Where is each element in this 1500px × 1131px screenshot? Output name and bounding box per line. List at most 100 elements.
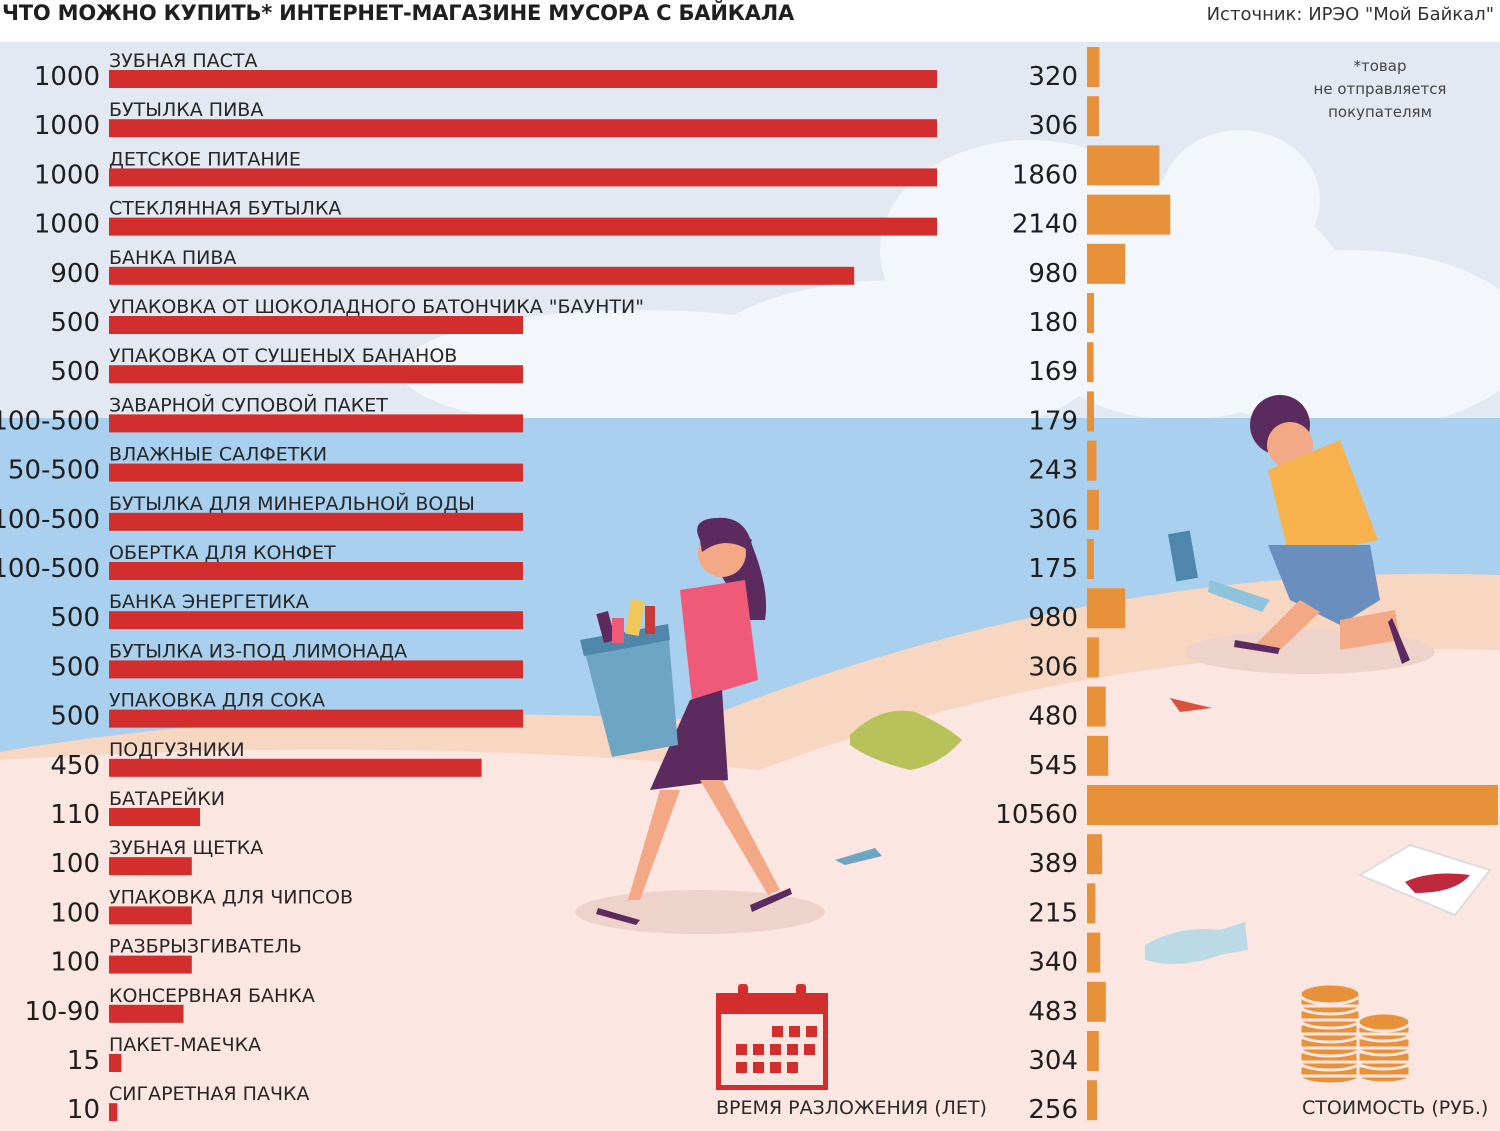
years-value-label: 10 xyxy=(67,1095,100,1125)
cost-value-label: 320 xyxy=(1028,62,1078,92)
footnote-line: не отправляется xyxy=(1313,80,1447,98)
years-axis-title: ВРЕМЯ РАЗЛОЖЕНИЯ (ЛЕТ) xyxy=(716,1097,987,1119)
cost-bar xyxy=(1087,489,1099,530)
footnote-line: покупателям xyxy=(1328,103,1432,121)
source-note: Источник: ИРЭО "Мой Байкал" xyxy=(1206,4,1494,25)
cost-bar xyxy=(1087,1080,1097,1121)
years-value-label: 900 xyxy=(50,259,100,289)
cost-value-label: 483 xyxy=(1028,997,1078,1027)
cost-bar xyxy=(1087,932,1101,973)
years-bar xyxy=(109,758,482,777)
cost-bar xyxy=(1087,47,1100,87)
category-label: УПАКОВКА ОТ ШОКОЛАДНОГО БАТОНЧИКА "БАУНТ… xyxy=(109,296,644,318)
years-bar xyxy=(109,266,855,285)
cost-bar xyxy=(1087,96,1099,137)
page-title: ЧТО МОЖНО КУПИТЬ* ИНТЕРНЕТ-МАГАЗИНЕ МУСО… xyxy=(2,1,795,25)
years-bar xyxy=(109,906,192,925)
category-label: ПОДГУЗНИКИ xyxy=(109,739,245,761)
cost-value-label: 1860 xyxy=(1012,160,1078,190)
years-value-label: 110 xyxy=(50,800,100,830)
years-bar xyxy=(109,611,523,630)
years-bar xyxy=(109,1103,118,1122)
cost-value-label: 304 xyxy=(1028,1046,1078,1076)
cost-bar xyxy=(1087,637,1099,678)
cost-value-label: 545 xyxy=(1028,751,1078,781)
clouds xyxy=(400,130,1500,440)
category-label: ДЕТСКОЕ ПИТАНИЕ xyxy=(109,148,301,170)
cost-value-label: 256 xyxy=(1028,1095,1078,1125)
cost-value-label: 243 xyxy=(1028,456,1078,486)
years-value-label: 100-500 xyxy=(0,505,100,535)
years-bar xyxy=(109,463,523,482)
years-bar xyxy=(109,808,201,826)
cost-value-label: 215 xyxy=(1028,898,1078,928)
years-value-label: 450 xyxy=(50,751,100,781)
category-label: ЗАВАРНОЙ СУПОВОЙ ПАКЕТ xyxy=(109,393,388,416)
years-value-label: 500 xyxy=(50,357,100,387)
years-value-label: 500 xyxy=(50,702,100,732)
cost-value-label: 180 xyxy=(1028,308,1078,338)
category-label: СИГАРЕТНАЯ ПАЧКА xyxy=(109,1083,309,1105)
cost-bar xyxy=(1087,686,1106,727)
cost-bar xyxy=(1087,440,1097,481)
years-value-label: 100 xyxy=(50,948,100,978)
years-bar xyxy=(109,365,523,384)
years-value-label: 1000 xyxy=(34,62,100,92)
years-bar xyxy=(109,119,937,138)
years-bar xyxy=(109,168,937,187)
cost-bar xyxy=(1087,1031,1099,1071)
years-bar xyxy=(109,1054,122,1072)
cost-value-label: 175 xyxy=(1028,554,1078,584)
cost-bar xyxy=(1087,539,1094,579)
years-value-label: 10-90 xyxy=(24,997,100,1027)
category-label: УПАКОВКА ДЛЯ СОКА xyxy=(109,690,325,712)
cost-bar xyxy=(1087,981,1106,1022)
litter-pen-icon xyxy=(835,848,882,865)
cost-value-label: 2140 xyxy=(1012,210,1078,240)
cost-bar xyxy=(1087,194,1171,235)
man-cleaning-icon xyxy=(1167,395,1410,664)
woman-with-bucket-icon xyxy=(580,517,792,925)
years-value-label: 50-500 xyxy=(8,456,100,486)
coins-icon xyxy=(1298,982,1412,1086)
years-value-label: 100 xyxy=(50,849,100,879)
cost-value-label: 480 xyxy=(1028,702,1078,732)
years-value-label: 100-500 xyxy=(0,554,100,584)
cost-bar xyxy=(1087,243,1126,284)
category-label: СТЕКЛЯННАЯ БУТЫЛКА xyxy=(109,198,341,220)
cost-bar xyxy=(1087,342,1094,383)
cost-bar xyxy=(1087,834,1103,875)
category-label: ОБЕРТКА ДЛЯ КОНФЕТ xyxy=(109,542,336,564)
years-value-label: 500 xyxy=(50,603,100,633)
litter-shard-icon xyxy=(1170,698,1212,712)
cost-value-label: 10560 xyxy=(995,800,1078,830)
category-label: РАЗБРЫЗГИВАТЕЛЬ xyxy=(109,936,302,958)
years-bar xyxy=(109,660,523,679)
litter-bottle-icon xyxy=(1145,922,1248,964)
years-value-label: 500 xyxy=(50,652,100,682)
category-label: БУТЫЛКА ПИВА xyxy=(109,99,263,121)
cost-value-label: 179 xyxy=(1028,406,1078,436)
category-label: БУТЫЛКА ИЗ-ПОД ЛИМОНАДА xyxy=(109,640,407,662)
cost-value-label: 340 xyxy=(1028,948,1078,978)
years-value-label: 500 xyxy=(50,308,100,338)
cost-bar xyxy=(1087,145,1160,186)
category-label: КОНСЕРВНАЯ БАНКА xyxy=(109,985,315,1007)
cost-value-label: 169 xyxy=(1028,357,1078,387)
header: ЧТО МОЖНО КУПИТЬ* ИНТЕРНЕТ-МАГАЗИНЕ МУСО… xyxy=(0,0,1500,42)
cost-axis-title: СТОИМОСТЬ (РУБ.) xyxy=(1302,1097,1489,1119)
cost-bar xyxy=(1087,735,1109,776)
years-bar xyxy=(109,217,937,236)
cost-value-label: 980 xyxy=(1028,603,1078,633)
years-bar xyxy=(109,512,523,531)
cost-value-label: 980 xyxy=(1028,259,1078,289)
category-label: БАТАРЕЙКИ xyxy=(109,787,225,810)
calendar-icon xyxy=(716,984,828,1090)
footnote: *товар не отправляется покупателям xyxy=(1290,55,1470,124)
cost-bar xyxy=(1087,391,1094,432)
years-value-label: 1000 xyxy=(34,111,100,141)
category-label: ВЛАЖНЫЕ САЛФЕТКИ xyxy=(109,444,327,466)
years-bar xyxy=(109,1004,184,1023)
